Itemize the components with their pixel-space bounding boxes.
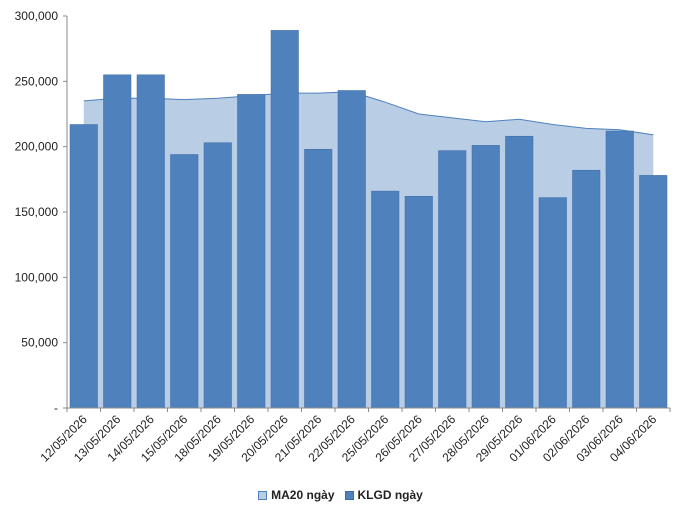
bar-16 bbox=[605, 130, 634, 409]
y-tick-label-4: 100,000 bbox=[15, 270, 59, 284]
bar-17 bbox=[639, 175, 668, 409]
y-tick-label-0: 300,000 bbox=[15, 9, 59, 23]
y-tick-label-6: - bbox=[54, 401, 58, 415]
y-tick-label-2: 200,000 bbox=[15, 140, 59, 154]
bar-8 bbox=[337, 90, 366, 409]
y-tick-label-1: 250,000 bbox=[15, 74, 59, 88]
legend: MA20 ngày KLGD ngày bbox=[0, 488, 681, 502]
bar-7 bbox=[304, 149, 333, 409]
ma20-line bbox=[83, 91, 654, 136]
legend-label-klgd: KLGD ngày bbox=[357, 488, 423, 502]
legend-label-ma20: MA20 ngày bbox=[271, 488, 335, 502]
ma20-area bbox=[83, 91, 654, 409]
legend-item-ma20: MA20 ngày bbox=[258, 488, 335, 502]
bar-13 bbox=[505, 135, 534, 409]
legend-swatch-ma20 bbox=[258, 490, 268, 500]
bar-1 bbox=[103, 74, 132, 409]
bar-3 bbox=[170, 154, 199, 409]
bar-11 bbox=[438, 150, 467, 409]
legend-swatch-klgd bbox=[344, 490, 354, 500]
legend-item-klgd: KLGD ngày bbox=[344, 488, 423, 502]
bar-4 bbox=[203, 142, 232, 409]
bar-6 bbox=[270, 30, 299, 409]
y-tick-label-3: 150,000 bbox=[15, 205, 59, 219]
bar-2 bbox=[136, 74, 165, 409]
bar-9 bbox=[371, 190, 400, 409]
bar-10 bbox=[404, 196, 433, 409]
bar-5 bbox=[237, 94, 266, 409]
bar-12 bbox=[471, 145, 500, 409]
bar-0 bbox=[69, 124, 98, 409]
bar-15 bbox=[572, 169, 601, 409]
y-tick-label-5: 50,000 bbox=[21, 336, 58, 350]
bar-14 bbox=[538, 197, 567, 409]
